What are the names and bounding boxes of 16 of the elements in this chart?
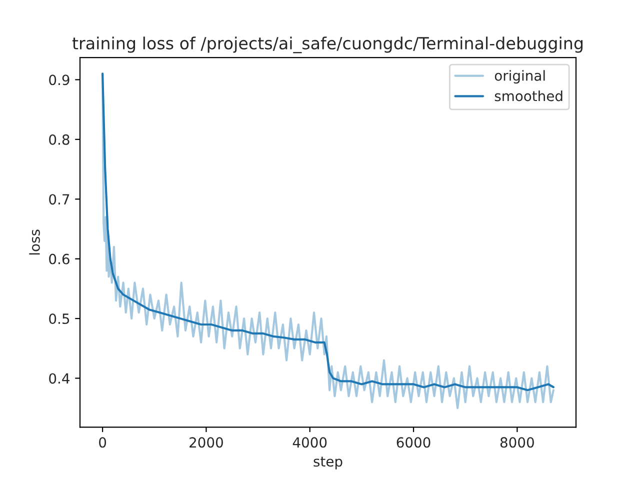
legend-label: original [494,70,545,84]
x-axis-title: step [314,456,342,470]
x-tick-label: 8000 [500,437,534,448]
x-tick-label: 0 [99,437,106,448]
y-tick-label: 0.9 [49,74,70,86]
y-tick-label: 0.4 [49,373,70,384]
y-tick-label: 0.8 [49,134,70,145]
x-tick-label: 4000 [292,437,327,448]
y-tick-label: 0.5 [49,314,70,324]
y-axis-title: loss [29,230,40,255]
legend-label: smoothed [494,90,562,102]
x-tick-label: 2000 [190,437,223,448]
y-tick-label: 0.6 [49,254,70,264]
x-tick-label: 6000 [396,437,430,448]
chart-title: training loss of /projects/ai_safe/cuongdc/Terminal-debugging [72,36,583,54]
y-tick-label: 0.7 [49,194,70,205]
